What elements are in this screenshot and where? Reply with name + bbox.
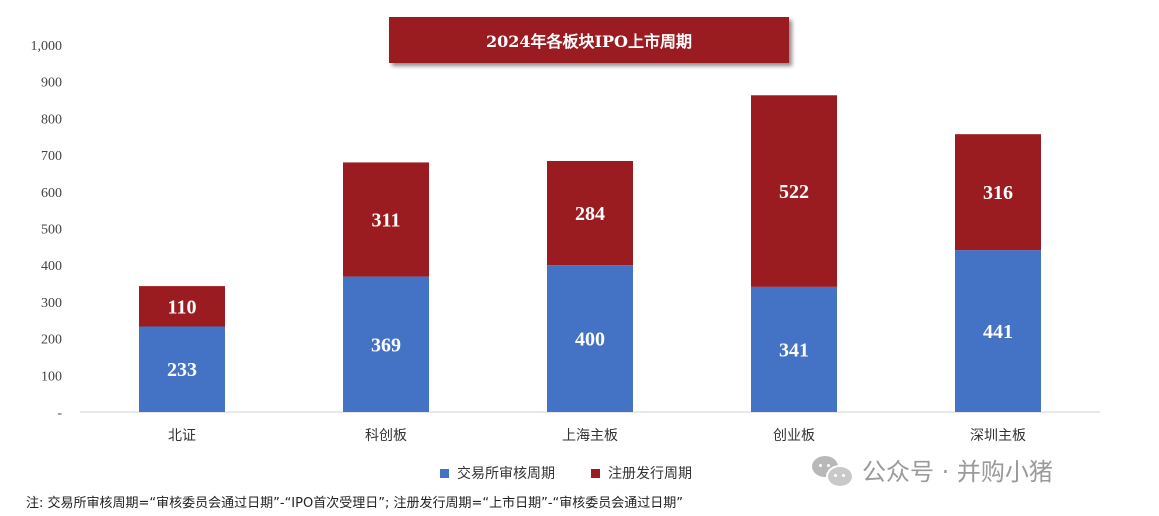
x-tick-label: 上海主板	[562, 428, 618, 444]
data-label: 233	[167, 359, 197, 381]
bar-segment	[139, 286, 225, 327]
footnote: 注: 交易所审核周期=“审核委员会通过日期”-“IPO首次受理日”; 注册发行周…	[26, 496, 683, 511]
legend-item-review: 交易所审核周期	[440, 463, 555, 483]
bar-segment	[343, 162, 429, 277]
y-axis: - 100 200 300 400 500 600 700 800 900 1,000	[31, 39, 63, 421]
data-label: 284	[575, 203, 605, 225]
y-tick-label: -	[57, 406, 62, 421]
data-label: 522	[779, 181, 809, 203]
x-tick-label: 科创板	[365, 428, 407, 444]
bar-segment	[955, 250, 1041, 412]
legend-label-review: 交易所审核周期	[457, 466, 555, 482]
chart-title-box: 2024年各板块IPO上市周期	[389, 17, 789, 63]
y-tick-label: 500	[41, 223, 62, 238]
y-tick-label: 600	[41, 186, 62, 201]
y-tick-label: 200	[41, 333, 62, 348]
legend-swatch-review	[440, 468, 449, 478]
x-tick-label: 创业板	[773, 428, 815, 444]
bar-segment	[547, 160, 633, 266]
data-label: 316	[983, 182, 1013, 204]
y-tick-label: 1,000	[31, 39, 63, 54]
bar-segment	[955, 134, 1041, 251]
bar-segment	[343, 276, 429, 412]
data-label: 441	[983, 321, 1013, 343]
x-tick-label: 深圳主板	[970, 428, 1026, 444]
y-tick-label: 800	[41, 112, 62, 127]
bar-segment	[547, 265, 633, 412]
data-label: 400	[575, 329, 605, 351]
data-label: 369	[371, 334, 401, 356]
legend: 交易所审核周期 注册发行周期	[440, 463, 692, 483]
watermark: 公众号 · 并购小猪	[812, 452, 1053, 488]
x-tick-label: 北证	[168, 428, 196, 444]
bar-segment	[139, 326, 225, 412]
data-label: 311	[372, 210, 401, 232]
data-label: 110	[168, 296, 197, 318]
y-tick-label: 400	[41, 259, 62, 274]
watermark-text: 公众号 · 并购小猪	[862, 458, 1053, 486]
y-tick-label: 100	[41, 369, 62, 384]
legend-label-registration: 注册发行周期	[608, 466, 692, 482]
wechat-icon	[812, 454, 854, 488]
y-tick-label: 700	[41, 149, 62, 164]
bars-group: 233 110 369 311 400 284 341 522 441 316	[139, 95, 1041, 412]
y-tick-label: 300	[41, 296, 62, 311]
y-tick-label: 900	[41, 76, 62, 91]
legend-swatch-registration	[591, 468, 600, 478]
chart-title: 2024年各板块IPO上市周期	[486, 32, 692, 51]
bar-segment	[751, 286, 837, 412]
bar-segment	[751, 95, 837, 287]
legend-item-registration: 注册发行周期	[591, 463, 692, 483]
data-label: 341	[779, 339, 809, 361]
x-axis: 北证 科创板 上海主板 创业板 深圳主板	[168, 428, 1026, 444]
